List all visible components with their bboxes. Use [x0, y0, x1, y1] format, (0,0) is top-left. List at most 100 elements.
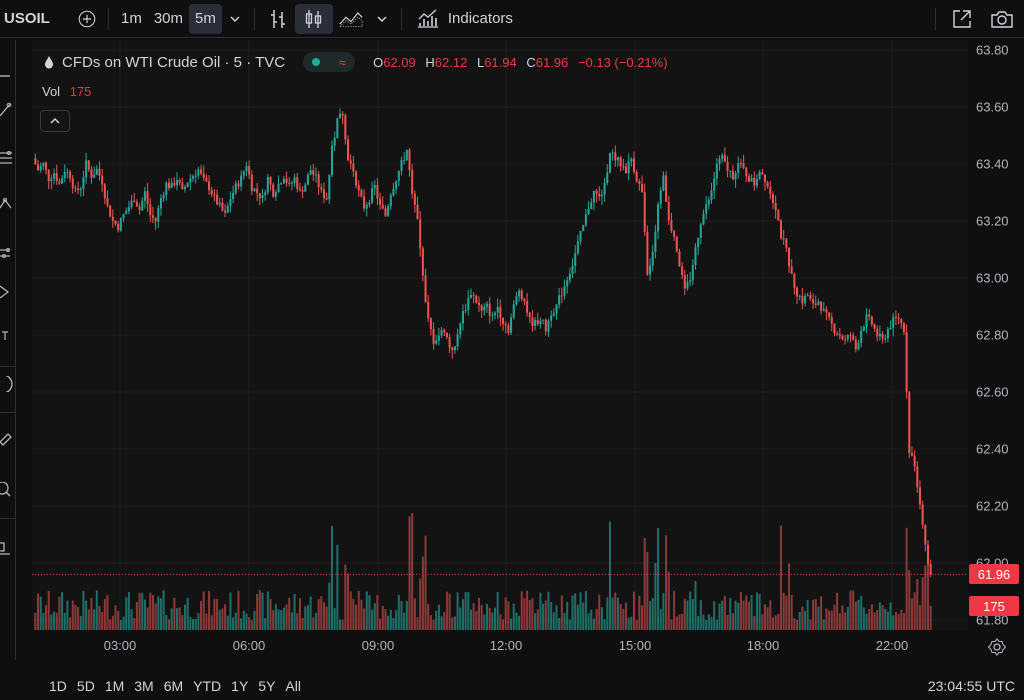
symbol-search[interactable]: USOIL: [4, 10, 50, 27]
range-6m-button[interactable]: 6M: [163, 678, 184, 694]
candle-body: [801, 295, 804, 304]
candle-body: [272, 184, 275, 197]
candle-body: [435, 340, 438, 344]
magnet-icon[interactable]: [0, 540, 16, 556]
candle-body: [162, 194, 165, 199]
volume-bar: [566, 601, 569, 630]
candle-body: [47, 169, 50, 182]
volume-bar: [376, 594, 379, 630]
range-1m-button[interactable]: 1M: [104, 678, 125, 694]
interval-1m-button[interactable]: 1m: [121, 10, 142, 27]
fib-retracement-icon[interactable]: [0, 150, 16, 166]
volume-bar: [697, 616, 700, 630]
volume-bar: [900, 609, 903, 630]
text-icon[interactable]: [0, 326, 16, 342]
candle-body: [461, 311, 464, 324]
volume-bar: [721, 600, 724, 630]
crosshair-icon[interactable]: [0, 68, 16, 84]
volume-bar: [101, 612, 104, 630]
volume-bar: [804, 610, 807, 630]
candle-body: [355, 171, 358, 186]
volume-series: [34, 513, 932, 630]
candle-body: [79, 188, 82, 191]
candle-body: [739, 163, 742, 165]
candle-body: [82, 177, 85, 189]
range-1y-button[interactable]: 1Y: [231, 678, 249, 694]
trend-line-icon[interactable]: [0, 102, 16, 118]
symbol-title[interactable]: CFDs on WTI Crude Oil · 5 · TVC: [62, 53, 286, 71]
top-toolbar: USOIL 1m 30m 5m Indicators: [0, 0, 1024, 38]
candle-body: [480, 305, 483, 311]
candle-body: [387, 206, 390, 216]
zoom-icon[interactable]: [0, 482, 16, 498]
volume-bar: [806, 599, 809, 630]
range-5d-button[interactable]: 5D: [76, 678, 95, 694]
candle-body: [785, 238, 788, 248]
range-ytd-button[interactable]: YTD: [193, 678, 222, 694]
candle-body: [817, 301, 820, 305]
volume-bar: [651, 598, 654, 630]
range-1d-button[interactable]: 1D: [49, 678, 67, 694]
bar-chart-type-button[interactable]: [261, 4, 295, 34]
range-5y-button[interactable]: 5Y: [258, 678, 276, 694]
range-all-button[interactable]: All: [285, 678, 301, 694]
volume-bar: [544, 600, 547, 630]
close-value: 61.96: [535, 54, 569, 70]
area-chart-type-button[interactable]: [333, 4, 369, 34]
volume-bar: [494, 607, 497, 630]
candle-body: [368, 202, 371, 205]
utc-clock[interactable]: 23:04:55 UTC: [927, 678, 1015, 694]
interval-dropdown-button[interactable]: [222, 4, 248, 34]
interval-30m-button[interactable]: 30m: [153, 10, 184, 27]
volume-bar: [790, 594, 793, 630]
volume-bar: [584, 591, 587, 630]
volume-bar: [224, 604, 227, 630]
volume-bar: [689, 591, 692, 630]
chart-pane[interactable]: [32, 40, 968, 630]
volume-bar: [600, 607, 603, 630]
candle-body: [745, 167, 748, 177]
candlestick-chart[interactable]: [32, 40, 968, 630]
volume-bar: [929, 605, 932, 630]
snapshot-button[interactable]: [982, 4, 1022, 34]
candles-chart-type-button[interactable]: [294, 3, 333, 34]
plus-circle-icon: [78, 10, 96, 27]
chart-type-dropdown-button[interactable]: [369, 4, 395, 34]
candle-body: [242, 171, 245, 176]
candle-body: [929, 564, 932, 575]
settings-icon[interactable]: [988, 638, 1006, 656]
volume-bar: [707, 614, 710, 630]
forecast-icon[interactable]: [0, 246, 16, 262]
volume-bar: [229, 592, 232, 630]
candle-body: [667, 201, 670, 221]
market-status-badge[interactable]: ≈: [303, 52, 356, 72]
indicators-button[interactable]: Indicators: [408, 4, 521, 34]
pattern-icon[interactable]: [0, 196, 16, 212]
candle-body: [336, 118, 339, 138]
candle-body: [320, 187, 323, 190]
candle-body: [427, 301, 430, 319]
collapse-legend-button[interactable]: [40, 110, 70, 132]
brush-icon[interactable]: [0, 284, 16, 300]
emoji-icon[interactable]: [0, 376, 16, 392]
candle-body: [469, 294, 472, 299]
price-axis[interactable]: 63.80 63.60 63.40 63.20 63.00 62.80 62.60 62.40…: [968, 40, 1024, 630]
interval-5m-button[interactable]: 5m: [189, 3, 222, 34]
volume-bar: [66, 600, 69, 630]
range-3m-button[interactable]: 3M: [134, 678, 154, 694]
time-axis[interactable]: 03:00 06:00 09:00 12:00 15:00 18:00 22:00: [32, 630, 968, 662]
fullscreen-button[interactable]: [942, 4, 982, 34]
candle-body: [71, 178, 74, 188]
candle-body: [55, 173, 58, 182]
candle-body: [400, 160, 403, 172]
volume-bar: [194, 619, 197, 630]
ruler-icon[interactable]: [0, 430, 16, 446]
volume-bar: [237, 590, 240, 630]
volume-bar: [737, 602, 740, 630]
compare-symbol-button[interactable]: [72, 4, 102, 34]
volume-bar: [921, 577, 924, 630]
volume-bar: [579, 592, 582, 630]
candle-body: [750, 177, 753, 182]
volume-bar: [630, 616, 633, 630]
candle-body: [713, 178, 716, 191]
